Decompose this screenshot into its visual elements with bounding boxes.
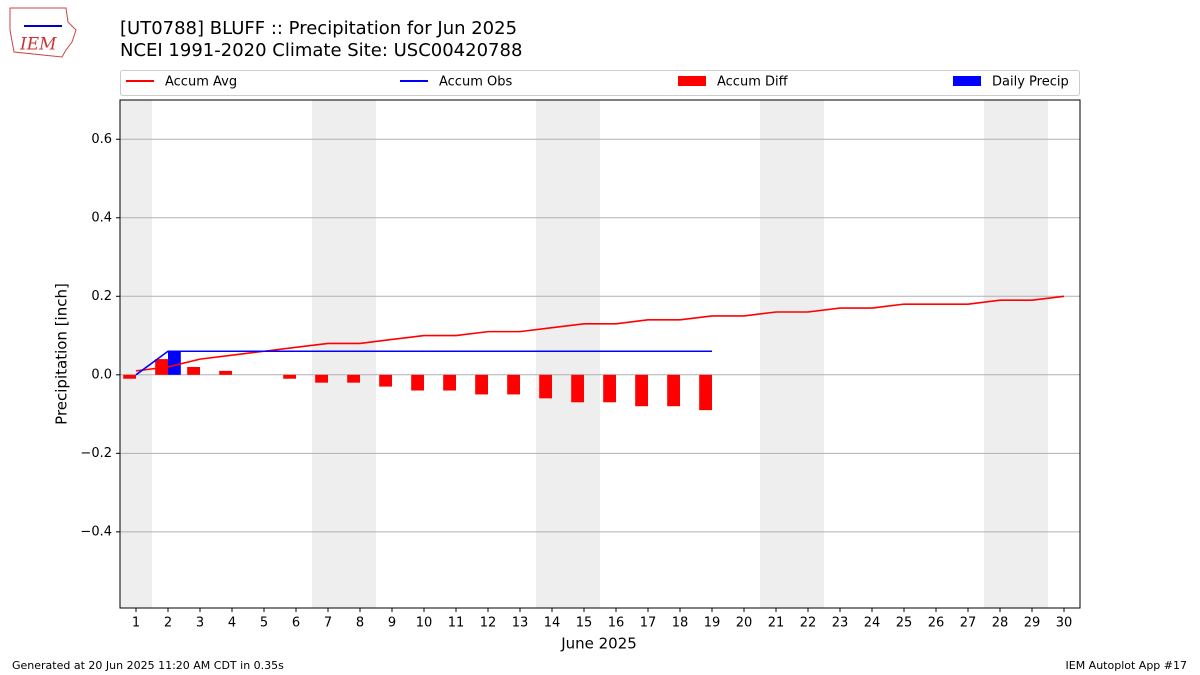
x-tick-label: 27 [960,616,977,631]
x-tick-label: 20 [736,616,753,631]
bar [635,374,648,407]
x-tick-label: 11 [448,616,465,631]
legend [120,70,1080,96]
x-tick-label: 28 [992,616,1009,631]
bar [667,374,680,407]
bar [475,374,488,395]
weekend-shade [984,100,1048,608]
y-axis-label: Precipitation [inch] [53,283,71,425]
y-tick-label: 0.4 [91,210,112,225]
footer-left: Generated at 20 Jun 2025 11:20 AM CDT in… [12,659,284,672]
bar [187,366,200,375]
legend-label: Accum Avg [165,75,237,90]
x-axis-label: June 2025 [560,635,637,653]
weekend-shade [760,100,824,608]
bar [123,374,136,379]
x-tick-label: 18 [672,616,689,631]
x-tick-label: 8 [356,616,364,631]
plot-frame [119,99,1081,609]
bar [411,374,424,391]
bar [507,374,520,395]
logo-text: IEM [19,35,57,55]
x-tick-label: 7 [324,616,332,631]
y-tick-label: −0.4 [80,524,112,539]
legend-label: Accum Diff [717,75,789,90]
bar [699,374,712,411]
x-tick-label: 29 [1024,616,1041,631]
x-tick-label: 6 [292,616,300,631]
x-tick-label: 12 [480,616,497,631]
x-tick-label: 21 [768,616,785,631]
x-tick-label: 3 [196,616,204,631]
x-tick-label: 24 [864,616,881,631]
bar [571,374,584,403]
x-tick-label: 16 [608,616,625,631]
chart-title: [UT0788] BLUFF :: Precipitation for Jun … [120,18,517,39]
x-tick-label: 22 [800,616,817,631]
legend-label: Accum Obs [439,75,512,90]
x-tick-label: 13 [512,616,529,631]
bar [219,370,232,375]
x-tick-label: 9 [388,616,396,631]
x-tick-label: 25 [896,616,913,631]
chart-subtitle: NCEI 1991-2020 Climate Site: USC00420788 [120,40,522,61]
y-tick-label: 0.0 [91,367,112,382]
x-tick-label: 4 [228,616,236,631]
y-tick-label: 0.2 [91,289,112,304]
bar [379,374,392,387]
x-tick-label: 19 [704,616,721,631]
legend-item: Daily Precip [953,75,1069,90]
weekend-shade [120,100,152,608]
footer-right: IEM Autoplot App #17 [1066,659,1188,672]
line [135,350,712,376]
legend-item: Accum Avg [126,75,237,90]
legend-item: Accum Obs [400,75,512,90]
x-tick-label: 2 [164,616,172,631]
bar [347,374,360,383]
bar [539,374,552,399]
x-tick-label: 30 [1056,616,1073,631]
logo: IEM [9,7,77,58]
weekend-shade [536,100,600,608]
y-tick-label: −0.2 [80,446,112,461]
x-tick-label: 14 [544,616,561,631]
logo-outline [9,7,77,58]
line [135,295,1065,372]
legend-item: Accum Diff [678,75,789,90]
bar [315,374,328,383]
x-tick-label: 17 [640,616,657,631]
legend-label: Daily Precip [992,75,1069,90]
x-tick-label: 26 [928,616,945,631]
x-tick-label: 5 [260,616,268,631]
bar [283,374,296,379]
x-tick-label: 15 [576,616,593,631]
x-tick-label: 10 [416,616,433,631]
bar [603,374,616,403]
legend-swatch [953,76,981,86]
x-tick-label: 1 [132,616,140,631]
weekend-shade [312,100,376,608]
bar [443,374,456,391]
bar [168,351,181,375]
y-tick-label: 0.6 [91,132,112,147]
legend-swatch [678,76,706,86]
x-tick-label: 23 [832,616,849,631]
